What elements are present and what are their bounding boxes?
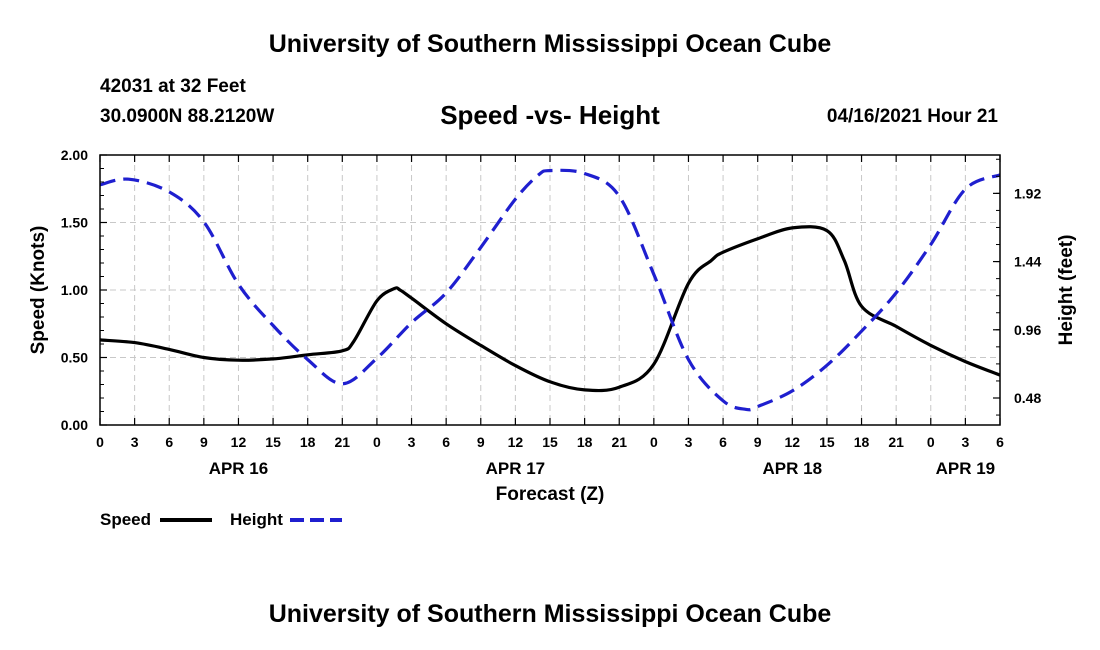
y-tick-label: 2.00 [61, 147, 88, 163]
date-label: APR 18 [763, 459, 823, 478]
x-tick-label: 9 [754, 434, 762, 450]
station-label: 42031 at 32 Feet [100, 76, 246, 97]
x-tick-label: 18 [854, 434, 870, 450]
legend-speed-label: Speed [100, 510, 151, 529]
legend-height-label: Height [230, 510, 283, 529]
x-tick-label: 9 [477, 434, 485, 450]
coordinates-label: 30.0900N 88.2120W [100, 106, 275, 127]
y2-tick-label: 1.44 [1014, 254, 1041, 270]
x-tick-label: 18 [577, 434, 593, 450]
x-tick-label: 15 [265, 434, 281, 450]
y2-tick-label: 0.96 [1014, 322, 1041, 338]
date-label: APR 19 [936, 459, 996, 478]
x-tick-label: 6 [996, 434, 1004, 450]
x-tick-label: 6 [719, 434, 727, 450]
x-tick-label: 3 [131, 434, 139, 450]
y-tick-label: 0.50 [61, 350, 88, 366]
legend: Speed Height [100, 510, 342, 529]
series-line-height [100, 168, 1000, 412]
x-tick-label: 21 [611, 434, 627, 450]
grid-lines [100, 155, 1000, 425]
x-tick-label: 15 [819, 434, 835, 450]
page-title: University of Southern Mississippi Ocean… [268, 30, 832, 58]
x-tick-label: 3 [961, 434, 969, 450]
x-tick-label: 15 [542, 434, 558, 450]
y-tick-label: 0.00 [61, 417, 88, 433]
x-tick-label: 0 [96, 434, 104, 450]
x-tick-label: 21 [335, 434, 351, 450]
x-tick-label: 0 [650, 434, 658, 450]
forecast-datetime: 04/16/2021 Hour 21 [826, 106, 998, 127]
x-tick-label: 3 [408, 434, 416, 450]
x-tick-label: 12 [785, 434, 801, 450]
y2-tick-label: 0.48 [1014, 390, 1041, 406]
axis-labels: 0 3 6 9 12 15 18 21 0 3 6 9 12 15 18 21 0 3 6 9 12 15 18 21 0 3 6 0… [61, 147, 1042, 478]
x-tick-label: 12 [231, 434, 247, 450]
footer-title: University of Southern Mississippi Ocean… [268, 600, 832, 628]
x-tick-label: 9 [200, 434, 208, 450]
x-tick-label: 6 [165, 434, 173, 450]
y2-axis-title: Height (feet) [1056, 235, 1077, 346]
y-tick-label: 1.50 [61, 215, 88, 231]
y-axis-title: Speed (Knots) [28, 226, 49, 355]
x-tick-label: 0 [373, 434, 381, 450]
x-tick-label: 12 [508, 434, 524, 450]
date-label: APR 16 [209, 459, 269, 478]
x-tick-label: 21 [888, 434, 904, 450]
x-tick-label: 6 [442, 434, 450, 450]
series-line-speed [100, 225, 1000, 393]
x-tick-label: 18 [300, 434, 316, 450]
axis-ticks [99, 154, 1001, 426]
y2-tick-label: 1.92 [1014, 185, 1041, 201]
series-lines [100, 168, 1000, 412]
x-tick-label: 3 [685, 434, 693, 450]
x-tick-label: 0 [927, 434, 935, 450]
x-axis-title: Forecast (Z) [496, 484, 605, 505]
date-label: APR 17 [486, 459, 546, 478]
chart-title: Speed -vs- Height [440, 100, 660, 130]
y-tick-label: 1.00 [61, 282, 88, 298]
